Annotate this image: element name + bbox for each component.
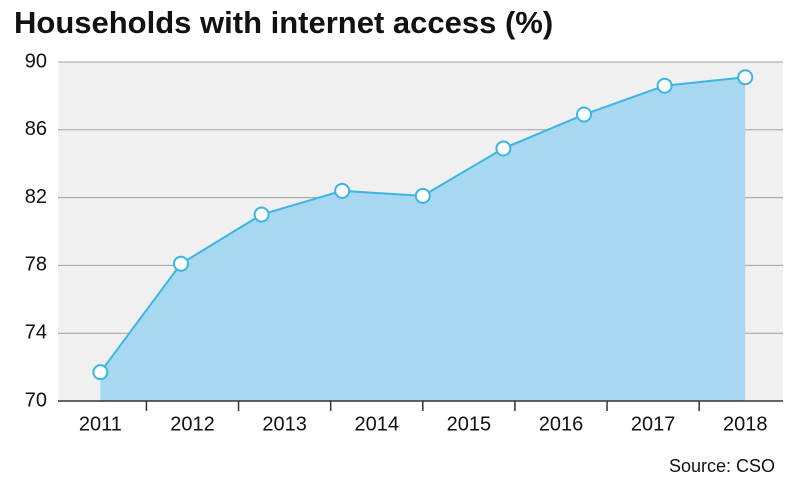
marker <box>253 206 270 223</box>
marker <box>656 77 673 94</box>
marker <box>737 69 754 86</box>
marker <box>576 106 593 123</box>
x-tick-label: 2018 <box>723 413 768 435</box>
x-tick-label: 2013 <box>262 413 307 435</box>
x-tick-label: 2016 <box>539 413 584 435</box>
chart-title: Households with internet access (%) <box>14 5 553 40</box>
x-tick-label: 2017 <box>631 413 676 435</box>
source: Source: CSO <box>669 456 775 476</box>
y-tick-label: 90 <box>25 50 47 72</box>
marker <box>495 140 512 157</box>
marker <box>414 187 431 204</box>
x-tick-label: 2014 <box>354 413 399 435</box>
area <box>100 77 746 401</box>
y-tick-label: 78 <box>25 254 47 276</box>
y-tick-label: 82 <box>25 186 47 208</box>
y-tick-label: 74 <box>25 321 47 343</box>
x-tick-label: 2011 <box>79 413 122 435</box>
x-tick-label: 2012 <box>170 413 215 435</box>
y-tick-label: 86 <box>25 118 47 140</box>
marker <box>172 255 189 272</box>
marker <box>334 182 351 199</box>
marker <box>92 364 109 381</box>
x-tick-label: 2015 <box>447 413 492 435</box>
y-tick-label: 70 <box>25 389 47 411</box>
